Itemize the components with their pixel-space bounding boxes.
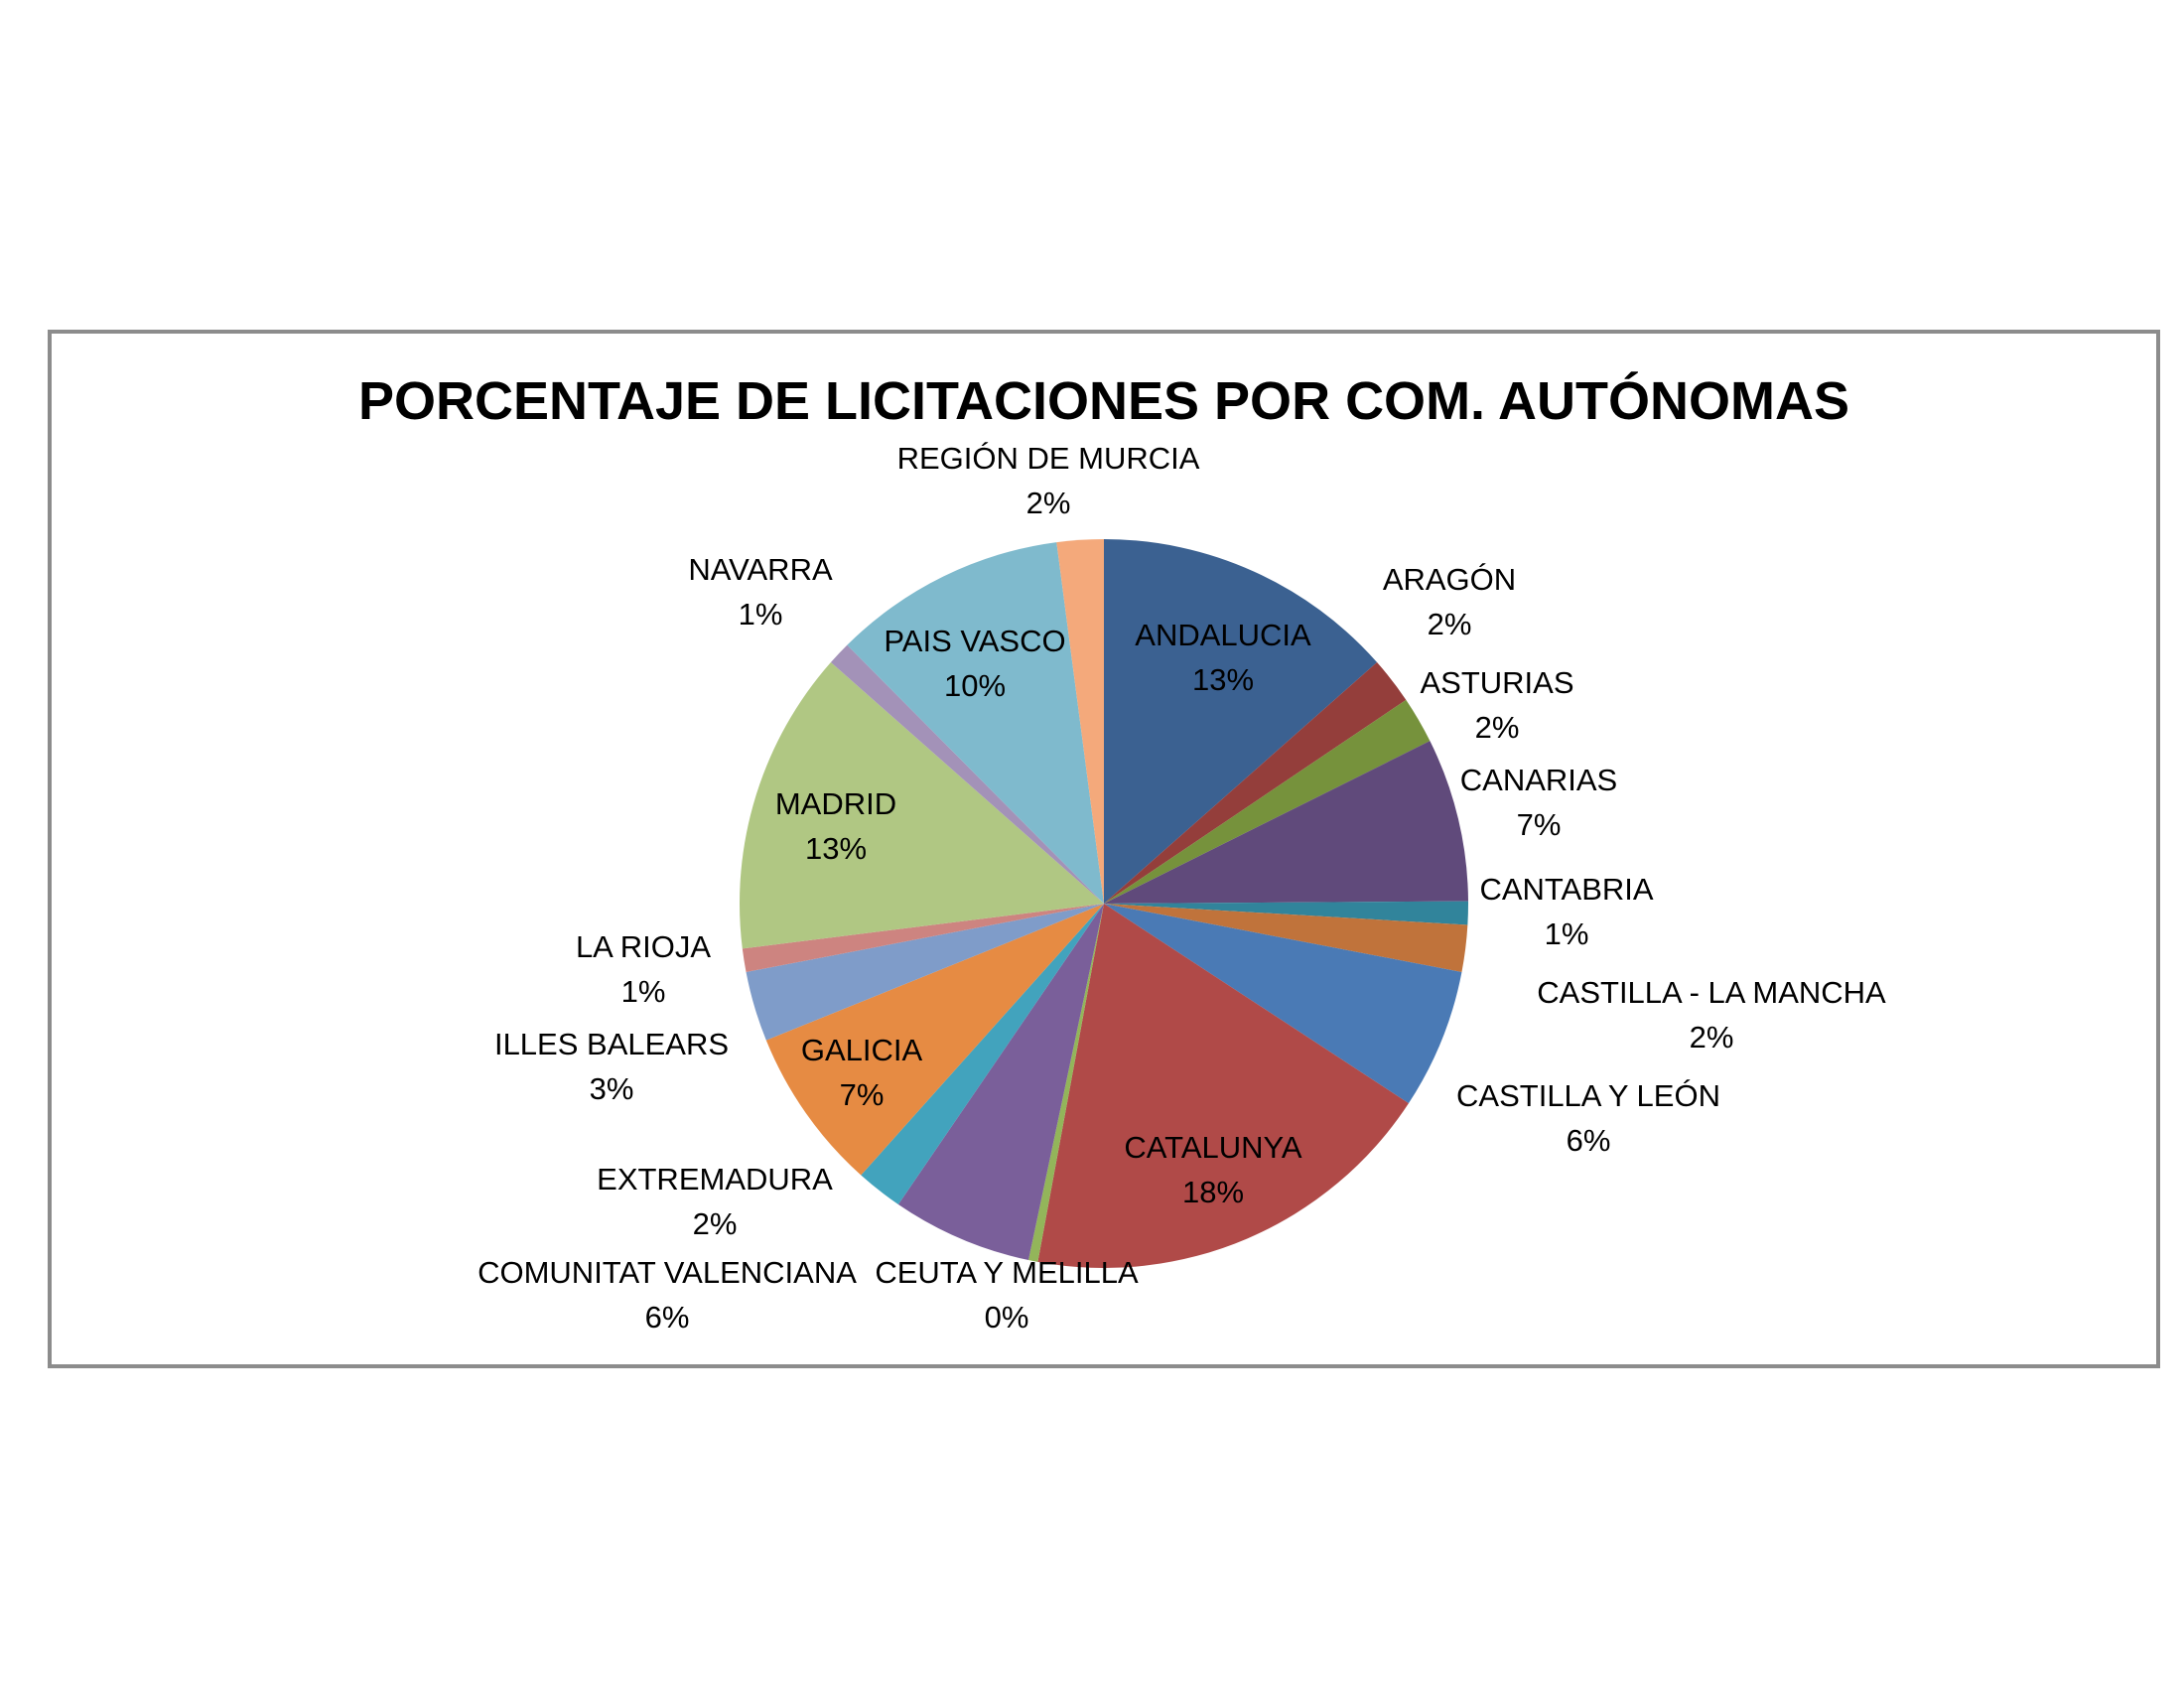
slice-label-catalunya: CATALUNYA 18% <box>1124 1130 1301 1209</box>
slice-name: CASTILLA - LA MANCHA <box>1537 975 1886 1010</box>
slice-name: ASTURIAS <box>1420 665 1573 700</box>
slice-value: 2% <box>1026 486 1071 520</box>
pie-slice-cantabria <box>1104 901 1468 925</box>
pie-slice-madrid <box>739 662 1104 949</box>
pie-slice-la-rioja <box>742 904 1104 972</box>
slice-name: EXTREMADURA <box>597 1162 833 1196</box>
slice-label-castilla-y-leon: CASTILLA Y LEÓN 6% <box>1456 1078 1720 1158</box>
slice-name: CASTILLA Y LEÓN <box>1456 1078 1720 1113</box>
slice-value: 18% <box>1182 1175 1244 1209</box>
slice-name: LA RIOJA <box>576 929 711 964</box>
slice-value: 7% <box>840 1077 885 1112</box>
slice-value: 1% <box>739 597 783 632</box>
slice-name: GALICIA <box>801 1033 923 1067</box>
pie-slice-andalucia <box>1104 539 1378 904</box>
slice-label-canarias: CANARIAS 7% <box>1460 763 1617 842</box>
slice-value: 6% <box>645 1300 690 1335</box>
pie-slice-region-de-murcia <box>1056 539 1104 904</box>
pie-slice-extremadura <box>861 904 1104 1204</box>
slice-label-illes-balears: ILLES BALEARS 3% <box>494 1027 729 1106</box>
slice-name: ARAGÓN <box>1383 562 1516 597</box>
slice-label-castilla-la-mancha: CASTILLA - LA MANCHA 2% <box>1537 975 1886 1055</box>
slice-label-la-rioja: LA RIOJA 1% <box>576 929 711 1009</box>
slice-labels: ANDALUCIA 13% ARAGÓN 2% ASTURIAS 2% CANARIAS 7%… <box>478 441 1886 1335</box>
slice-value: 13% <box>805 831 867 866</box>
pie-slice-canarias <box>1104 741 1468 904</box>
slice-label-andalucia: ANDALUCIA 13% <box>1135 618 1311 697</box>
slice-label-navarra: NAVARRA 1% <box>688 552 833 632</box>
slice-name: PAIS VASCO <box>884 624 1065 658</box>
slice-name: NAVARRA <box>688 552 833 587</box>
slice-name: CEUTA Y MELILLA <box>875 1255 1139 1290</box>
chart-title: PORCENTAJE DE LICITACIONES POR COM. AUTÓ… <box>358 371 1849 431</box>
slice-label-asturias: ASTURIAS 2% <box>1420 665 1573 745</box>
slice-name: ILLES BALEARS <box>494 1027 729 1061</box>
slice-value: 2% <box>1428 607 1472 641</box>
slice-value: 1% <box>1545 916 1589 951</box>
slice-value: 2% <box>1475 710 1520 745</box>
slice-label-comunitat-valenciana: COMUNITAT VALENCIANA 6% <box>478 1255 857 1335</box>
slice-value: 2% <box>1690 1020 1734 1055</box>
pie-slice-illes-balears <box>746 904 1104 1041</box>
slice-value: 6% <box>1567 1123 1611 1158</box>
slice-label-pais-vasco: PAIS VASCO 10% <box>884 624 1065 703</box>
pie-slice-catalunya <box>1037 904 1409 1269</box>
pie-slice-galicia <box>765 904 1104 1176</box>
slice-name: MADRID <box>775 786 896 821</box>
slice-name: REGIÓN DE MURCIA <box>897 441 1200 476</box>
slice-label-aragon: ARAGÓN 2% <box>1383 562 1516 641</box>
slice-value: 10% <box>944 668 1006 703</box>
pie-slice-navarra <box>830 644 1104 904</box>
slice-value: 7% <box>1517 807 1562 842</box>
pie-slice-castilla-la-mancha <box>1104 904 1468 972</box>
slice-name: ANDALUCIA <box>1135 618 1311 652</box>
slice-label-extremadura: EXTREMADURA 2% <box>597 1162 833 1241</box>
pie-slice-asturias <box>1104 699 1431 904</box>
pie-slice-aragon <box>1104 662 1407 904</box>
pie-slices <box>739 539 1468 1269</box>
pie-slice-pais-vasco <box>847 542 1104 904</box>
pie-slice-ceuta-y-melilla <box>1028 904 1104 1262</box>
slice-value: 1% <box>621 974 666 1009</box>
slice-name: CANARIAS <box>1460 763 1617 797</box>
slice-label-cantabria: CANTABRIA 1% <box>1479 872 1653 951</box>
slice-label-region-de-murcia: REGIÓN DE MURCIA 2% <box>897 441 1200 520</box>
slice-label-madrid: MADRID 13% <box>775 786 896 866</box>
slice-name: CANTABRIA <box>1479 872 1653 907</box>
slice-value: 0% <box>985 1300 1029 1335</box>
slice-label-galicia: GALICIA 7% <box>801 1033 923 1112</box>
pie-slice-comunitat-valenciana <box>897 904 1104 1261</box>
slice-name: CATALUNYA <box>1124 1130 1301 1165</box>
slice-label-ceuta-y-melilla: CEUTA Y MELILLA 0% <box>875 1255 1139 1335</box>
slice-value: 3% <box>590 1071 634 1106</box>
slice-value: 2% <box>693 1206 738 1241</box>
slice-value: 13% <box>1192 662 1254 697</box>
pie-slice-castilla-y-leon <box>1104 904 1462 1104</box>
slice-name: COMUNITAT VALENCIANA <box>478 1255 857 1290</box>
